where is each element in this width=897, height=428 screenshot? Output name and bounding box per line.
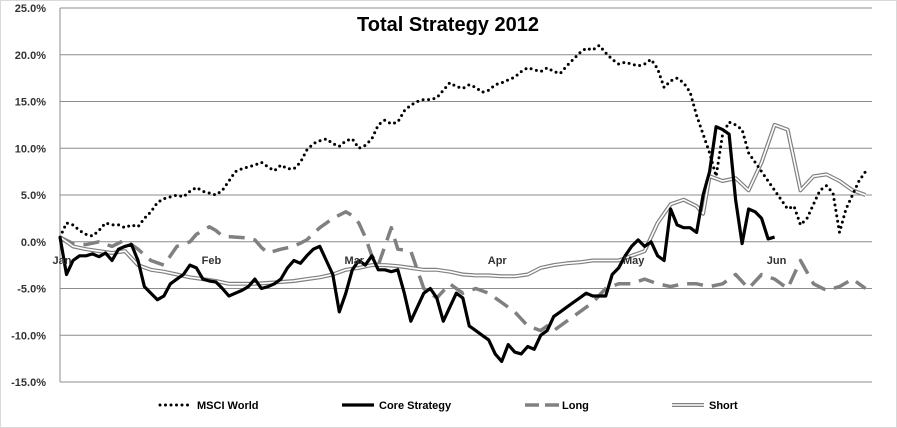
x-tick-label-apr: Apr (488, 255, 508, 267)
legend-label-long: Long (562, 400, 589, 412)
x-tick-label-jan: Jan (53, 255, 72, 267)
series-line-core-strategy (58, 125, 776, 363)
x-tick-label-jun: Jun (767, 255, 787, 267)
legend-label-short: Short (709, 400, 738, 412)
legend: MSCI World Core Strategy Long Short (158, 400, 738, 412)
x-tick-label-may: May (623, 255, 645, 267)
y-tick-label: 0.0% (21, 237, 46, 249)
x-tick-label-mar: Mar (345, 255, 365, 267)
series-line-long (59, 210, 867, 333)
y-tick-label: 15.0% (15, 97, 46, 109)
y-tick-label: 10.0% (15, 143, 46, 155)
series-line-short-inner (59, 124, 866, 285)
y-tick-label: 25.0% (15, 3, 46, 15)
x-axis-month-labels: Jan Feb Mar Apr May Jun (53, 255, 787, 267)
x-tick-label-feb: Feb (202, 255, 222, 267)
y-tick-label: -5.0% (17, 284, 46, 296)
y-tick-label: 20.0% (15, 50, 46, 62)
y-tick-label: -10.0% (11, 330, 46, 342)
series-lines (58, 43, 867, 363)
legend-label-core-strategy: Core Strategy (379, 400, 452, 412)
y-axis-ticks: 25.0% 20.0% 15.0% 10.0% 5.0% 0.0% -5.0% -10.0% -… (11, 3, 46, 389)
gridlines (59, 7, 872, 383)
y-tick-label: 5.0% (21, 190, 46, 202)
legend-label-msci-world: MSCI World (197, 400, 259, 412)
y-tick-label: -15.0% (11, 377, 46, 389)
chart-title: Total Strategy 2012 (357, 14, 539, 36)
series-line-msci-world (58, 43, 867, 239)
